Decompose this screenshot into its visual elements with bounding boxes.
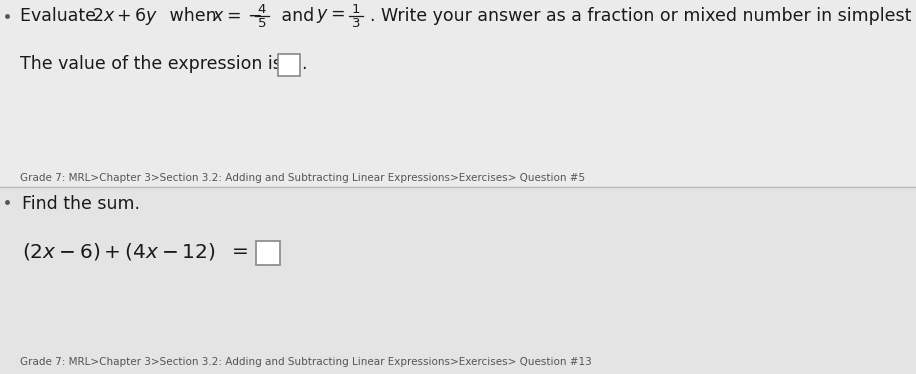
Text: $(2x-6)+(4x-12)$: $(2x-6)+(4x-12)$ bbox=[22, 242, 215, 263]
Bar bbox=[0, 187, 916, 374]
Bar bbox=[0, 0, 916, 187]
Text: $2x + 6y$: $2x + 6y$ bbox=[92, 6, 158, 27]
Text: =: = bbox=[232, 242, 249, 261]
FancyBboxPatch shape bbox=[278, 54, 300, 76]
Text: Grade 7: MRL>Chapter 3>Section 3.2: Adding and Subtracting Linear Expressions>Ex: Grade 7: MRL>Chapter 3>Section 3.2: Addi… bbox=[20, 357, 592, 367]
Text: .: . bbox=[301, 55, 307, 73]
Text: 5: 5 bbox=[257, 16, 267, 30]
Text: when: when bbox=[164, 7, 222, 25]
Text: $y = $: $y = $ bbox=[316, 7, 344, 25]
Text: Evaluate: Evaluate bbox=[20, 7, 107, 25]
Text: 3: 3 bbox=[352, 16, 360, 30]
Text: . Write your answer as a fraction or mixed number in simplest form.: . Write your answer as a fraction or mix… bbox=[370, 7, 916, 25]
Text: 4: 4 bbox=[257, 3, 267, 15]
Text: Find the sum.: Find the sum. bbox=[22, 195, 140, 213]
Text: and: and bbox=[276, 7, 320, 25]
Text: $x = -$: $x = -$ bbox=[212, 7, 262, 25]
Text: 1: 1 bbox=[352, 3, 360, 15]
FancyBboxPatch shape bbox=[256, 241, 280, 265]
Text: The value of the expression is: The value of the expression is bbox=[20, 55, 282, 73]
Text: Grade 7: MRL>Chapter 3>Section 3.2: Adding and Subtracting Linear Expressions>Ex: Grade 7: MRL>Chapter 3>Section 3.2: Addi… bbox=[20, 173, 585, 183]
